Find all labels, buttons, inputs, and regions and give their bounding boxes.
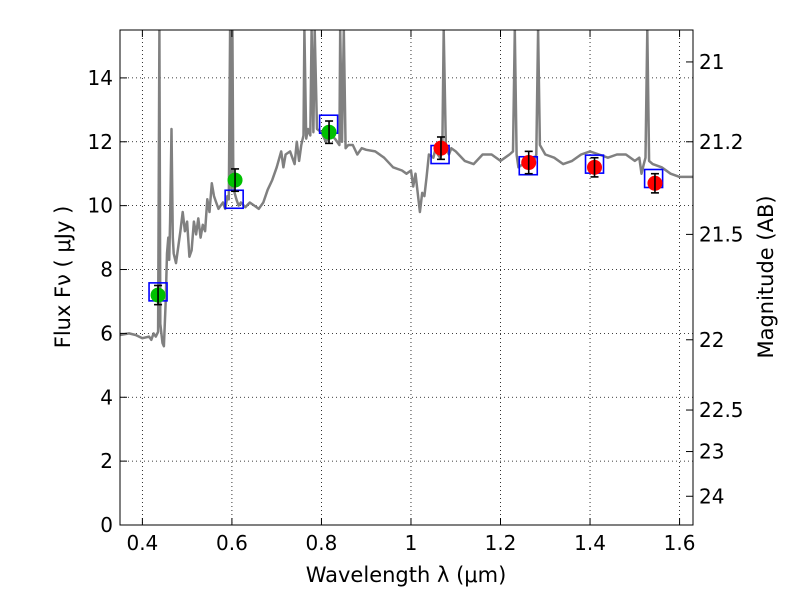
- right-tick-label: 22: [699, 328, 724, 352]
- y-ticks-layer: 0 2 4 6 8 10 12 14: [88, 66, 127, 537]
- y-tick-label: 14: [88, 66, 113, 90]
- model-photometry-square: [224, 189, 244, 210]
- y-tick-label: 10: [88, 194, 113, 218]
- plot-frame: [119, 29, 694, 526]
- right-tick-label: 23: [699, 440, 724, 464]
- right-tick-label: 21.2: [699, 130, 744, 154]
- x-ticks-layer: 0.4 0.6 0.8 1 1.2 1.4 1.6: [126, 30, 695, 555]
- x-tick-label: 1: [405, 531, 418, 555]
- grid-layer: [120, 30, 693, 526]
- x-tick-label: 1.4: [574, 531, 606, 555]
- y-tick-label: 12: [88, 130, 113, 154]
- right-tick-label: 21: [699, 50, 724, 74]
- y-tick-label: 2: [100, 449, 113, 473]
- spectrum-layer: [120, 30, 693, 348]
- x-axis-label: Wavelength λ (μm): [306, 563, 507, 587]
- right-tick-label: 24: [699, 484, 724, 508]
- x-tick-label: 1.2: [485, 531, 517, 555]
- y-axis-label: Flux Fν ( μJy ): [51, 206, 75, 349]
- x-tick-label: 1.6: [664, 531, 696, 555]
- y-tick-label: 6: [100, 321, 113, 345]
- markers-layer: [148, 114, 664, 306]
- right-ticks-layer: 21 21.2 21.5 22 22.5 23 24: [686, 50, 744, 508]
- model-spectrum-line: [120, 30, 693, 348]
- x-tick-label: 0.8: [306, 531, 338, 555]
- right-tick-label: 22.5: [699, 398, 744, 422]
- right-tick-label: 21.5: [699, 222, 744, 246]
- right-axis-label: Magnitude (AB): [754, 195, 778, 358]
- x-tick-label: 0.4: [126, 531, 158, 555]
- y-tick-label: 4: [100, 385, 113, 409]
- y-tick-label: 8: [100, 258, 113, 282]
- y-tick-label: 0: [100, 513, 113, 537]
- x-tick-label: 0.6: [216, 531, 248, 555]
